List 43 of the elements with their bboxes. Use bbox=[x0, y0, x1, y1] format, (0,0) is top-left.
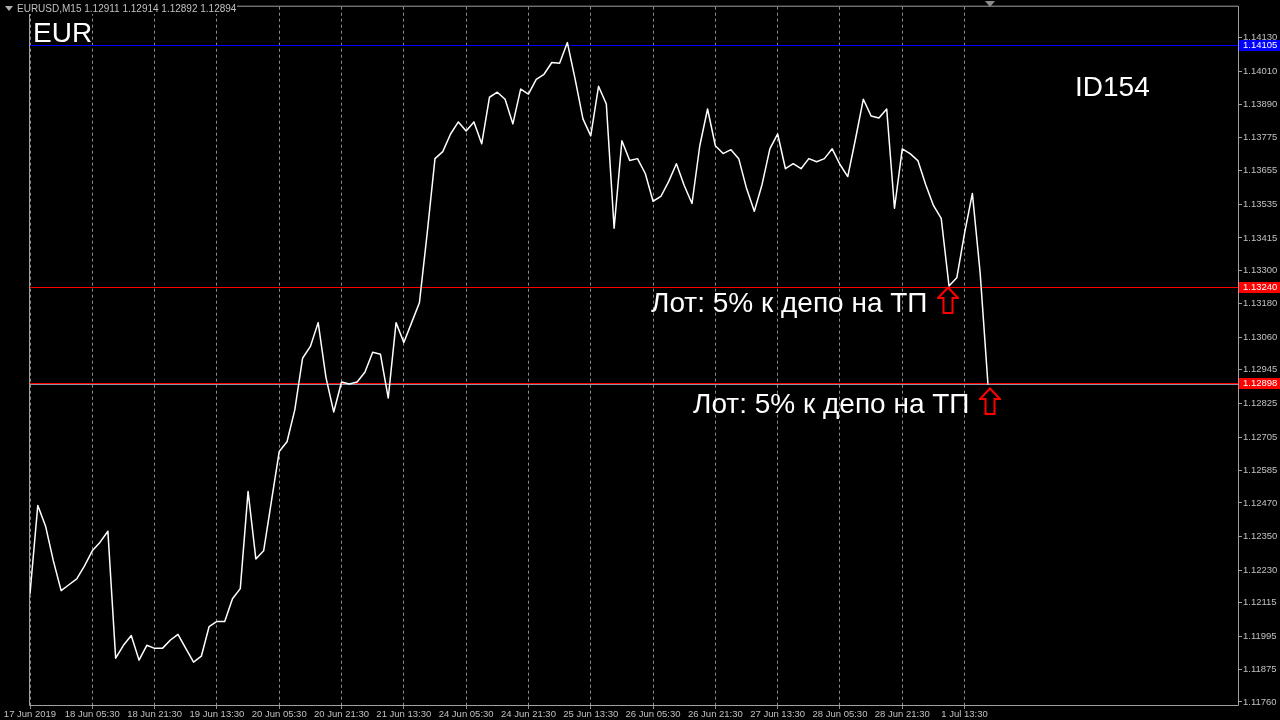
x-tick-label: 27 Jun 13:30 bbox=[750, 708, 806, 720]
ref-line-label: 1.13240 bbox=[1243, 281, 1278, 293]
y-tick-label: 1.12585 bbox=[1243, 464, 1278, 476]
y-tick-label: 1.11760 bbox=[1243, 695, 1277, 707]
y-tick-label: 1.12230 bbox=[1243, 563, 1278, 575]
x-tick-label: 20 Jun 21:30 bbox=[314, 708, 369, 720]
y-tick-label: 1.11995 bbox=[1243, 629, 1277, 641]
chart-subtitle: EUR bbox=[33, 17, 93, 48]
x-tick-label: 28 Jun 05:30 bbox=[812, 708, 868, 720]
chart-title: EURUSD,M15 1.12911 1.12914 1.12892 1.12894 bbox=[16, 3, 238, 14]
text: ID154 bbox=[1075, 71, 1150, 102]
y-tick-label: 1.12350 bbox=[1243, 530, 1278, 542]
x-tick-label: 19 Jun 13:30 bbox=[189, 708, 245, 720]
ref-line-label: 1.12898 bbox=[1243, 377, 1278, 389]
y-tick-label: 1.13535 bbox=[1243, 197, 1278, 209]
y-tick-label: 1.12825 bbox=[1243, 396, 1278, 408]
x-tick-label: 24 Jun 05:30 bbox=[438, 708, 494, 720]
y-tick-label: 1.12705 bbox=[1243, 430, 1278, 442]
y-tick-label: 1.12115 bbox=[1243, 596, 1277, 608]
y-tick-label: 1.13890 bbox=[1243, 98, 1278, 110]
y-tick-label: 1.13060 bbox=[1243, 331, 1278, 343]
y-tick-label: 1.13180 bbox=[1243, 297, 1278, 309]
annotation: Лот: 5% к депо на ТП bbox=[651, 287, 928, 318]
x-tick-label: 28 Jun 21:30 bbox=[874, 708, 930, 720]
x-tick-label: 21 Jun 13:30 bbox=[376, 708, 432, 720]
y-tick-label: 1.13415 bbox=[1243, 231, 1278, 243]
annotation: Лот: 5% к депо на ТП bbox=[693, 388, 970, 419]
x-tick-label: 18 Jun 05:30 bbox=[64, 708, 120, 720]
x-tick-label: 20 Jun 05:30 bbox=[251, 708, 307, 720]
x-tick-label: 26 Jun 21:30 bbox=[687, 708, 743, 720]
y-tick-label: 1.12945 bbox=[1243, 363, 1278, 375]
x-tick-label: 1 Jul 13:30 bbox=[941, 708, 988, 720]
x-tick-label: 24 Jun 21:30 bbox=[500, 708, 556, 720]
y-tick-label: 1.13300 bbox=[1243, 263, 1278, 275]
y-tick-label: 1.11875 bbox=[1243, 663, 1277, 675]
y-tick-label: 1.13655 bbox=[1243, 164, 1278, 176]
y-tick-label: 1.13775 bbox=[1243, 130, 1278, 142]
x-tick-label: 25 Jun 13:30 bbox=[563, 708, 619, 720]
x-tick-label: 17 Jun 2019 bbox=[3, 708, 57, 720]
x-tick-label: 18 Jun 21:30 bbox=[127, 708, 183, 720]
y-tick-label: 1.12470 bbox=[1243, 496, 1278, 508]
x-tick-label: 26 Jun 05:30 bbox=[625, 708, 681, 720]
y-tick-label: 1.14010 bbox=[1243, 64, 1278, 76]
